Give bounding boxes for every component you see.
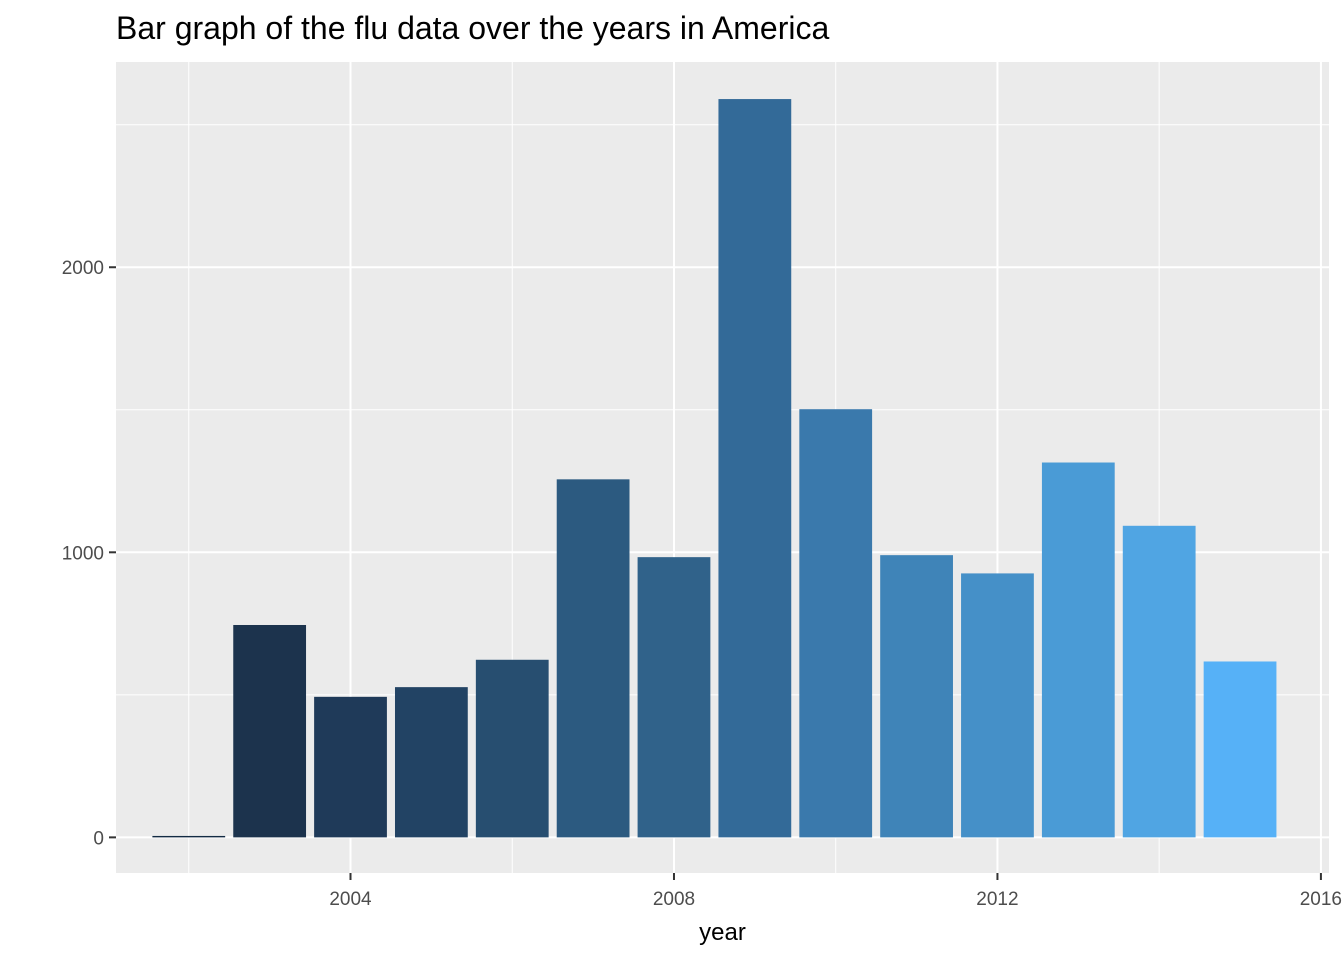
bar-2010 [799,409,873,838]
bar-2011 [880,555,953,838]
x-tick-label: 2012 [976,889,1018,910]
bars [152,99,1277,838]
bar-2002 [152,835,226,838]
bar-2014 [1122,525,1196,838]
y-axis: 0 1000 2000 [62,258,116,849]
x-axis: 2004 2008 2012 2016 [329,873,1342,910]
x-tick-label: 2016 [1300,889,1342,910]
bar-2004 [314,696,387,838]
bar-2012 [961,573,1034,838]
bar-2007 [556,479,630,838]
bar-2009 [718,99,792,838]
bar-2003 [233,624,307,838]
x-tick-label: 2008 [653,889,695,910]
bar-2013 [1041,462,1115,838]
y-tick-label: 0 [93,828,104,849]
bar-2008 [637,557,711,838]
x-tick-label: 2004 [329,889,372,910]
bar-2005 [394,687,468,838]
x-axis-label: year [699,919,746,946]
chart-title: Bar graph of the flu data over the years… [116,10,830,46]
bar-2015 [1203,661,1277,838]
y-tick-label: 2000 [62,258,104,279]
bar-2006 [475,659,549,838]
y-tick-label: 1000 [62,543,104,564]
